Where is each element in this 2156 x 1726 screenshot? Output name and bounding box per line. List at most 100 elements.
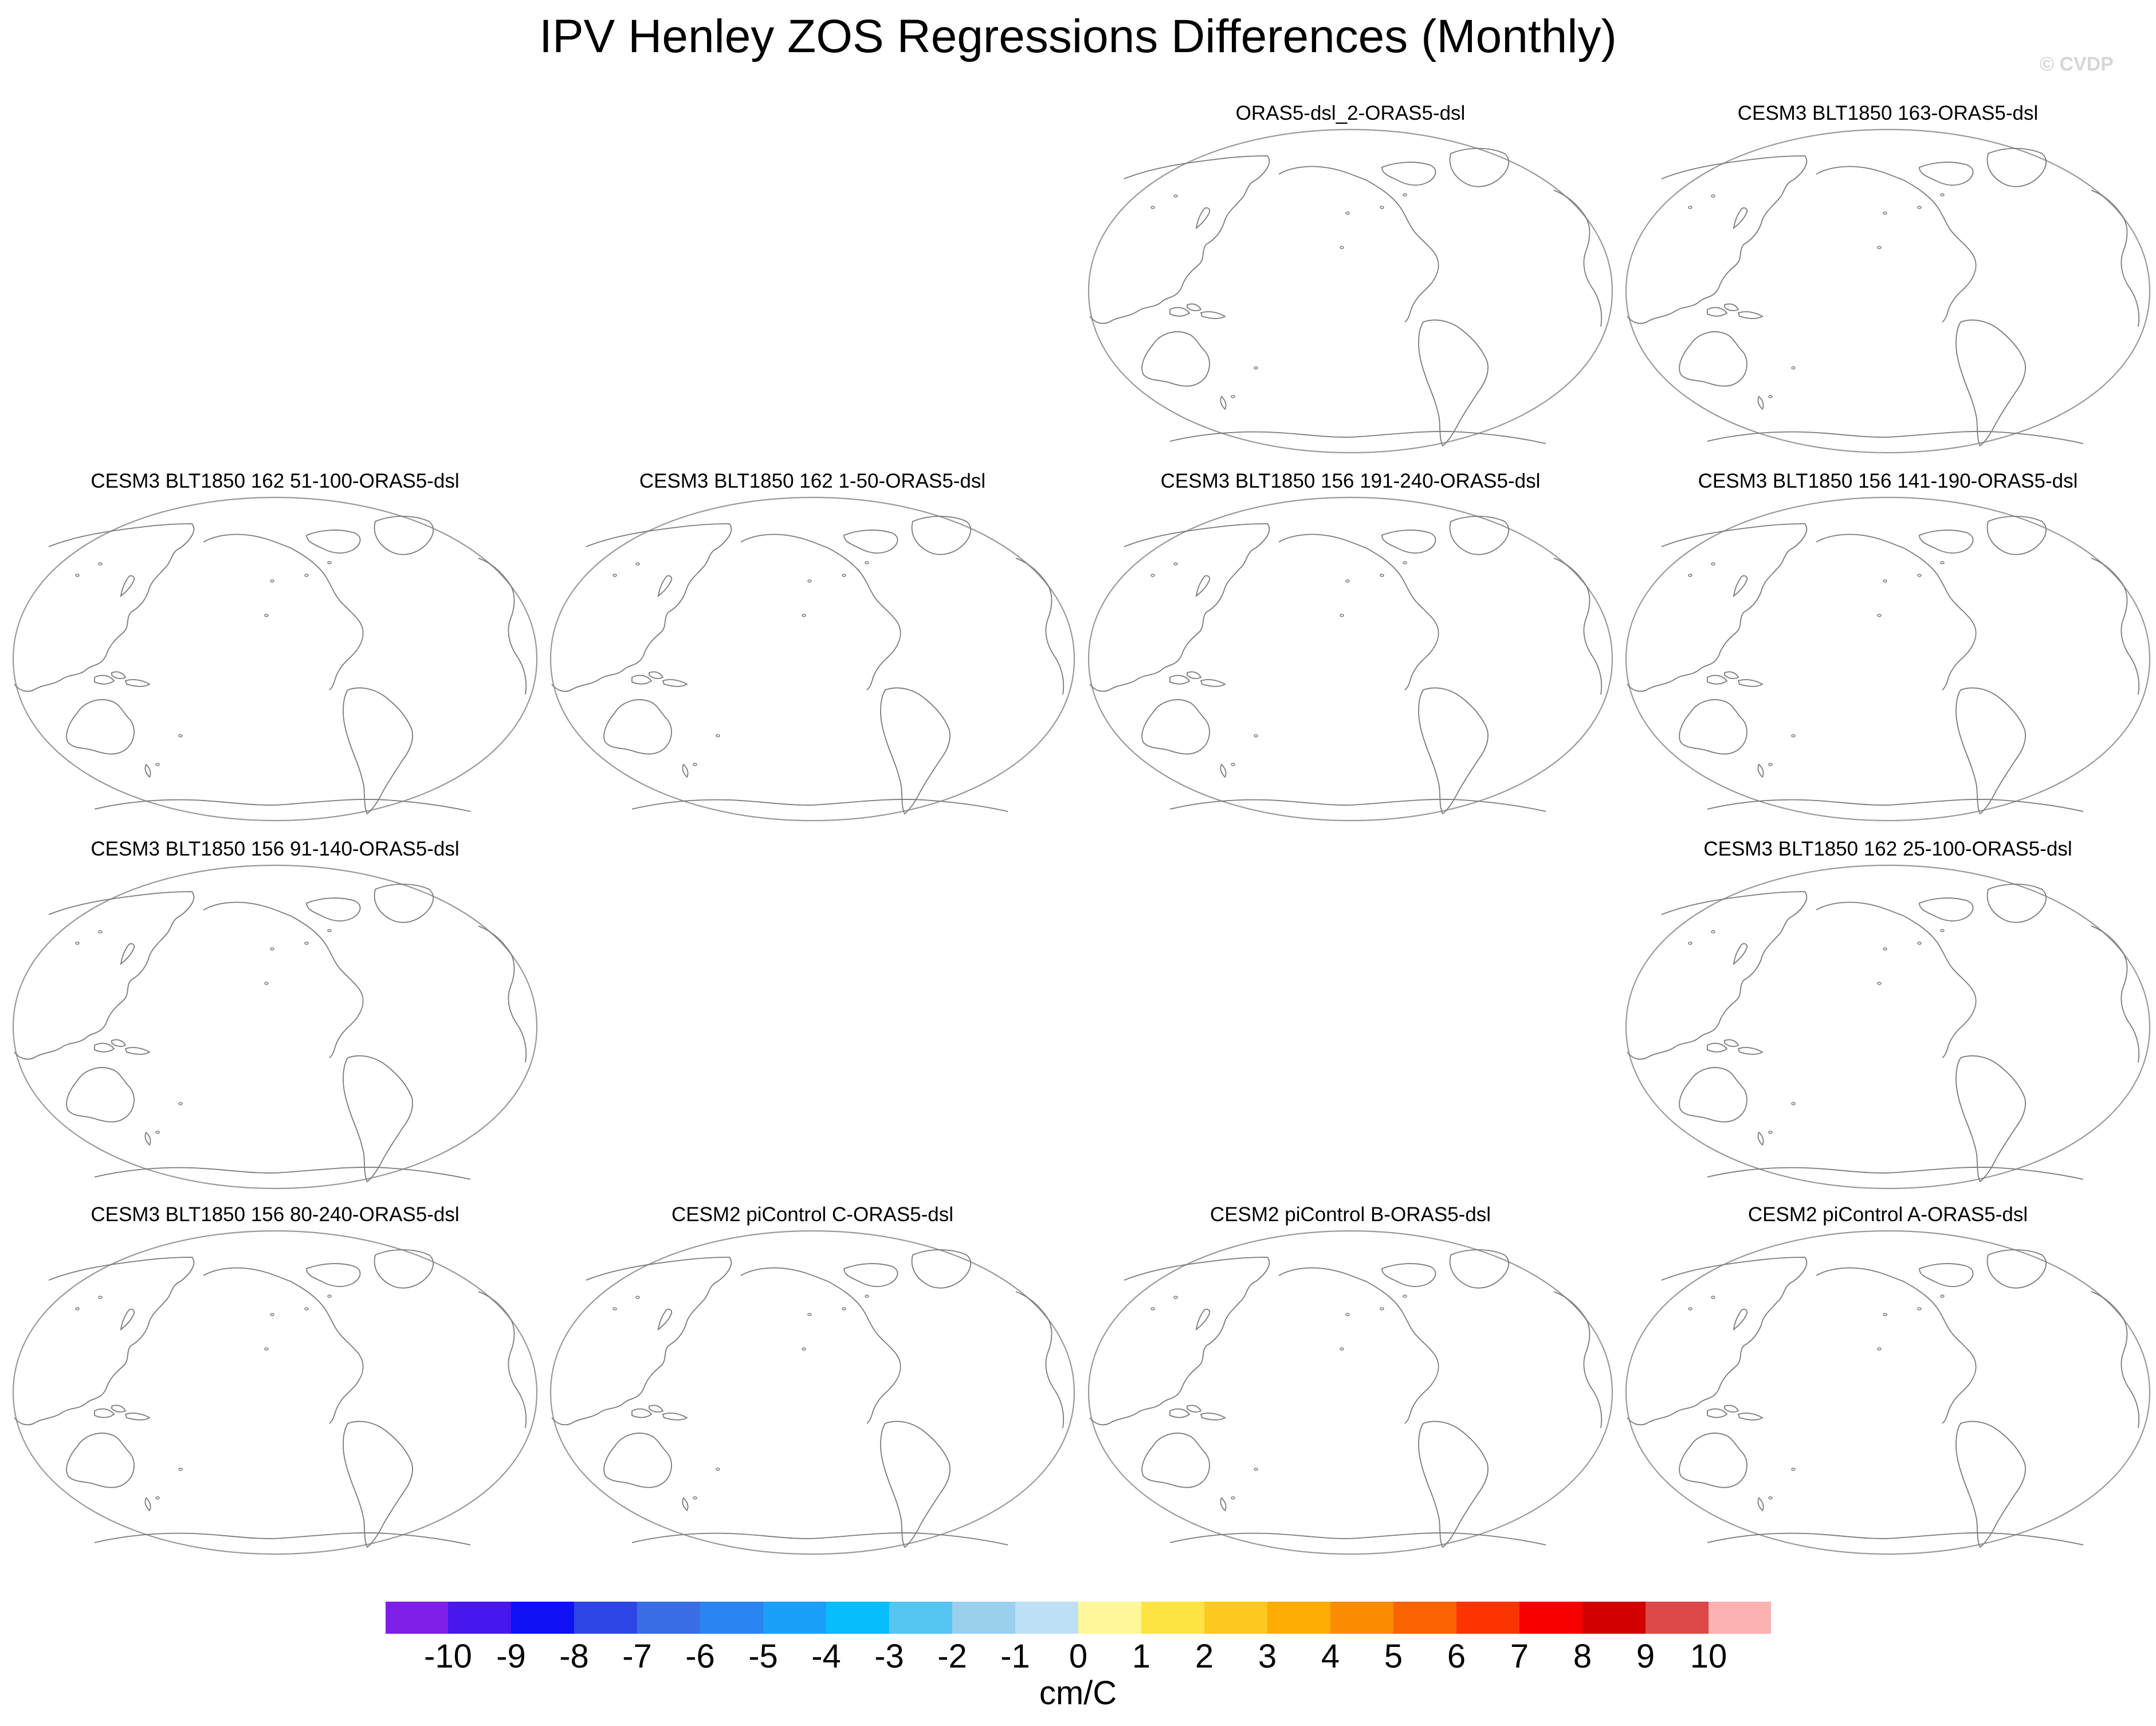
asia-coastline xyxy=(1627,891,1808,1060)
world-map xyxy=(1625,864,2151,1190)
colorbar-segment xyxy=(511,1601,575,1634)
island-outline xyxy=(1917,1307,1922,1311)
island-outline xyxy=(807,1313,812,1316)
colorbar-segment xyxy=(700,1601,764,1634)
colorbar-segment xyxy=(1456,1601,1520,1634)
island-outline xyxy=(1380,206,1384,209)
panel-title: CESM3 BLT1850 156 80-240-ORAS5-dsl xyxy=(91,1203,460,1226)
island-outline xyxy=(1173,194,1178,198)
map-boundary xyxy=(12,496,538,822)
cvdp-watermark: © CVDP xyxy=(2040,53,2114,75)
island-outline xyxy=(1917,942,1922,945)
panel-title: CESM3 BLT1850 163-ORAS5-dsl xyxy=(1737,102,2039,124)
island-outline xyxy=(1254,734,1258,738)
island-outline xyxy=(1917,206,1922,209)
colorbar-tick-label: -6 xyxy=(685,1638,715,1675)
world-map xyxy=(12,1230,538,1555)
new-zealand-coastline xyxy=(1757,395,1764,410)
colorbar-tick-label: -4 xyxy=(811,1638,841,1675)
new-guinea-coastline xyxy=(124,1413,151,1421)
new-guinea-coastline xyxy=(1737,1047,1764,1055)
colorbar-segment xyxy=(448,1601,512,1634)
africa-europe-coastline xyxy=(1015,558,1065,695)
colorbar-tick-label: -7 xyxy=(622,1638,652,1675)
africa-europe-coastline xyxy=(1015,1291,1065,1429)
australia-coastline xyxy=(603,1433,672,1488)
map-boundary xyxy=(1087,128,1613,454)
island-outline xyxy=(1768,1131,1773,1134)
colorbar-tick-label: 8 xyxy=(1573,1638,1592,1675)
south-america-coastline xyxy=(1418,319,1489,447)
antarctica-coastline xyxy=(94,799,471,812)
indonesia-coastline xyxy=(1707,307,1728,317)
island-outline xyxy=(1340,246,1344,249)
south-america-coastline xyxy=(343,1421,413,1548)
world-map xyxy=(12,864,538,1190)
antarctica-coastline xyxy=(1707,431,2084,444)
island-outline xyxy=(1883,947,1887,951)
colorbar-tick-label: 1 xyxy=(1132,1638,1151,1675)
island-outline xyxy=(155,763,160,766)
australia-coastline xyxy=(1679,331,1747,387)
north-america-coastline xyxy=(203,901,364,1058)
island-outline xyxy=(327,1294,332,1298)
island-outline xyxy=(842,1307,846,1311)
island-outline xyxy=(1877,1347,1882,1351)
island-outline xyxy=(802,1347,806,1351)
greenland-coastline xyxy=(1449,148,1509,187)
japan-coastline xyxy=(120,943,135,966)
island-outline xyxy=(635,562,640,566)
colorbar-segment xyxy=(385,1601,449,1634)
greenland-coastline xyxy=(1449,1249,1509,1289)
world-map xyxy=(1625,496,2151,822)
island-outline xyxy=(75,1307,80,1311)
arctic-islands-coastline xyxy=(843,1263,898,1287)
map-boundary xyxy=(549,496,1075,822)
colorbar-outline xyxy=(385,1601,1772,1634)
greenland-coastline xyxy=(911,1249,971,1289)
colorbar-tick-label: 9 xyxy=(1636,1638,1655,1675)
map-panel: CESM2 piControl C-ORAS5-dsl xyxy=(546,1202,1079,1558)
colorbar-segment xyxy=(889,1601,953,1634)
north-america-coastline xyxy=(1278,534,1439,691)
colorbar-segment xyxy=(763,1601,827,1634)
island-outline xyxy=(304,942,309,945)
africa-europe-coastline xyxy=(2091,925,2140,1063)
island-outline xyxy=(98,562,103,566)
panel-title: CESM3 BLT1850 162 25-100-ORAS5-dsl xyxy=(1703,838,2072,860)
borneo-coastline xyxy=(1724,671,1739,679)
island-outline xyxy=(1917,574,1922,577)
map-panel: CESM3 BLT1850 162 25-100-ORAS5-dsl xyxy=(1621,837,2154,1192)
island-outline xyxy=(1711,194,1715,198)
colorbar-tick-label: 0 xyxy=(1069,1638,1088,1675)
colorbar-segment xyxy=(1709,1601,1772,1634)
new-guinea-coastline xyxy=(1200,311,1226,319)
island-outline xyxy=(1403,561,1407,564)
map-panel: CESM3 BLT1850 163-ORAS5-dsl xyxy=(1621,101,2154,456)
colorbar xyxy=(385,1601,1772,1634)
island-outline xyxy=(264,982,269,985)
map-panel: CESM3 BLT1850 156 80-240-ORAS5-dsl xyxy=(9,1202,541,1558)
south-america-coastline xyxy=(343,687,413,815)
island-outline xyxy=(1150,1307,1155,1311)
borneo-coastline xyxy=(1724,1405,1739,1413)
island-outline xyxy=(1768,1496,1773,1500)
asia-coastline xyxy=(14,1257,195,1426)
antarctica-coastline xyxy=(1707,799,2084,812)
island-outline xyxy=(1150,574,1155,577)
new-zealand-coastline xyxy=(1220,395,1227,410)
arctic-islands-coastline xyxy=(306,529,361,554)
antarctica-coastline xyxy=(94,1532,471,1545)
world-map xyxy=(549,496,1075,822)
greenland-coastline xyxy=(1986,1249,2047,1289)
australia-coastline xyxy=(66,1067,135,1123)
island-outline xyxy=(304,574,309,577)
arctic-islands-coastline xyxy=(1381,162,1436,186)
arctic-islands-coastline xyxy=(1381,1263,1436,1287)
borneo-coastline xyxy=(1187,303,1202,311)
japan-coastline xyxy=(1195,1308,1211,1331)
island-outline xyxy=(1340,1347,1344,1351)
island-outline xyxy=(1877,246,1882,249)
borneo-coastline xyxy=(1724,1039,1739,1047)
asia-coastline xyxy=(1627,155,1808,324)
